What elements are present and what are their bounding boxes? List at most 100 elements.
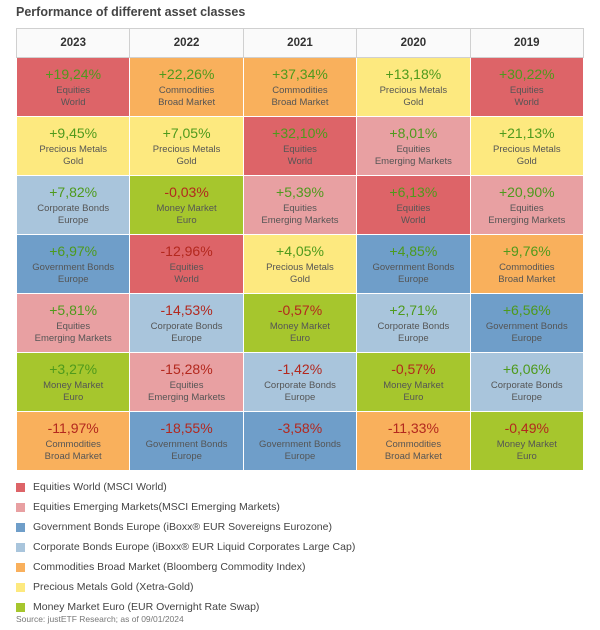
legend-swatch (16, 542, 25, 552)
cell-value: +6,56% (502, 302, 551, 318)
cell-asset-name: Precious Metals (492, 144, 561, 155)
cell-asset-name: Precious Metals (152, 144, 221, 155)
cell-value: -0,03% (164, 184, 209, 200)
cell-value: -0,57% (277, 302, 323, 318)
cell-asset-name: Corporate Bonds (37, 203, 110, 214)
cell-value: -0,57% (391, 361, 436, 377)
cell-value: +9,45% (49, 125, 98, 141)
table-row: +6,97% Government Bonds Europe -12,96% Equit… (15, 234, 585, 294)
col-header-2020: 2020 (356, 28, 471, 58)
cell-asset-subname: Europe (57, 215, 89, 226)
table-cell: -0,57% Money Market Euro (356, 352, 471, 412)
cell-asset-subname: Europe (284, 451, 316, 462)
table-cell: +19,24% Equities World (15, 57, 131, 117)
cell-asset-subname: World (174, 274, 199, 285)
cell-value: +22,26% (158, 66, 215, 82)
legend-label: Equities Emerging Markets(MSCI Emerging … (33, 501, 280, 513)
table-cell: -0,03% Money Market Euro (129, 175, 244, 235)
cell-value: +6,97% (49, 243, 98, 259)
cell-asset-subname: Broad Market (271, 97, 329, 108)
legend-label: Money Market Euro (EUR Overnight Rate Sw… (33, 601, 260, 613)
table-row: +7,82% Corporate Bonds Europe -0,03% Money M… (15, 175, 585, 235)
table-cell: +5,39% Equities Emerging Markets (242, 175, 358, 235)
cell-asset-subname: Euro (516, 451, 537, 462)
cell-asset-subname: Europe (171, 451, 202, 462)
source-note: Source: justETF Research; as of 09/01/20… (16, 614, 184, 624)
legend-item: Corporate Bonds Europe (iBoxx® EUR Liqui… (16, 537, 355, 557)
table-cell: +22,26% Commodities Broad Market (129, 57, 244, 117)
cell-value: +4,05% (276, 243, 324, 259)
cell-asset-subname: Gold (403, 97, 424, 108)
table-cell: +20,90% Equities Emerging Markets (469, 175, 585, 235)
col-header-2023: 2023 (15, 28, 131, 58)
cell-value: +7,05% (162, 125, 211, 141)
cell-asset-name: Corporate Bonds (490, 380, 563, 391)
cell-asset-subname: Emerging Markets (34, 333, 112, 344)
cell-asset-name: Money Market (269, 321, 331, 332)
table-cell: +3,27% Money Market Euro (15, 352, 131, 412)
table-row: -11,97% Commodities Broad Market -18,55% Gov… (15, 411, 585, 471)
cell-asset-subname: Broad Market (158, 97, 216, 108)
col-header-2021: 2021 (242, 28, 358, 58)
cell-value: +19,24% (45, 66, 102, 82)
table-cell: -14,53% Corporate Bonds Europe (129, 293, 244, 353)
table-cell: +13,18% Precious Metals Gold (356, 57, 471, 117)
legend-label: Government Bonds Europe (iBoxx® EUR Sove… (33, 521, 332, 533)
cell-asset-name: Equities (283, 144, 317, 155)
cell-value: -11,97% (47, 420, 99, 436)
cell-asset-name: Corporate Bonds (377, 321, 450, 332)
cell-asset-name: Government Bonds (372, 262, 455, 273)
cell-asset-name: Government Bonds (32, 262, 115, 273)
cell-value: +30,22% (498, 66, 555, 82)
cell-asset-name: Money Market (43, 380, 104, 391)
cell-asset-name: Government Bonds (485, 321, 568, 332)
table-cell: +9,45% Precious Metals Gold (15, 116, 131, 176)
cell-asset-name: Equities (396, 203, 431, 214)
legend-item: Commodities Broad Market (Bloomberg Comm… (16, 557, 355, 577)
cell-asset-subname: Emerging Markets (488, 215, 566, 226)
legend-label: Corporate Bonds Europe (iBoxx® EUR Liqui… (33, 541, 356, 553)
table-cell: +6,97% Government Bonds Europe (15, 234, 131, 294)
cell-value: +2,71% (389, 302, 438, 318)
table-cell: -15,28% Equities Emerging Markets (129, 352, 244, 412)
cell-asset-subname: World (514, 97, 540, 108)
cell-asset-name: Precious Metals (39, 144, 107, 155)
cell-asset-subname: World (60, 97, 86, 108)
table-row: +9,45% Precious Metals Gold +7,05% Precious … (15, 116, 585, 176)
cell-value: +6,13% (389, 184, 438, 200)
cell-asset-subname: Gold (516, 156, 537, 167)
table-cell: +21,13% Precious Metals Gold (469, 116, 585, 176)
table-cell: +37,34% Commodities Broad Market (242, 57, 358, 117)
cell-value: -11,33% (387, 420, 439, 436)
legend-item: Equities Emerging Markets(MSCI Emerging … (16, 497, 355, 517)
cell-asset-name: Commodities (272, 85, 328, 96)
cell-value: -18,55% (160, 420, 213, 436)
cell-asset-name: Equities (283, 203, 317, 214)
cell-asset-name: Equities (56, 321, 91, 332)
cell-asset-subname: Gold (176, 156, 197, 167)
table-cell: -0,49% Money Market Euro (469, 411, 585, 471)
cell-value: -1,42% (277, 361, 323, 377)
cell-asset-name: Equities (509, 85, 544, 96)
cell-asset-name: Precious Metals (266, 262, 334, 273)
chart-title: Performance of different asset classes (16, 5, 246, 19)
cell-asset-name: Equities (509, 203, 544, 214)
table-cell: +8,01% Equities Emerging Markets (356, 116, 471, 176)
cell-asset-name: Corporate Bonds (150, 321, 223, 332)
table-body: +19,24% Equities World +22,26% Commodities Br… (15, 57, 585, 471)
legend-swatch (16, 482, 25, 492)
cell-value: -15,28% (160, 361, 213, 377)
table-cell: +5,81% Equities Emerging Markets (15, 293, 131, 353)
cell-asset-subname: Europe (398, 274, 429, 285)
table-cell: +7,82% Corporate Bonds Europe (15, 175, 131, 235)
table-cell: +9,76% Commodities Broad Market (469, 234, 585, 294)
col-header-2022: 2022 (129, 28, 244, 58)
cell-value: +32,10% (272, 125, 328, 141)
cell-value: +8,01% (389, 125, 438, 141)
legend-item: Precious Metals Gold (Xetra-Gold) (16, 577, 355, 597)
cell-value: +37,34% (272, 66, 328, 82)
table-cell: -11,97% Commodities Broad Market (15, 411, 131, 471)
table-row: +19,24% Equities World +22,26% Commodities Br… (15, 57, 585, 117)
cell-value: +3,27% (49, 361, 98, 377)
cell-asset-subname: Europe (511, 392, 543, 403)
